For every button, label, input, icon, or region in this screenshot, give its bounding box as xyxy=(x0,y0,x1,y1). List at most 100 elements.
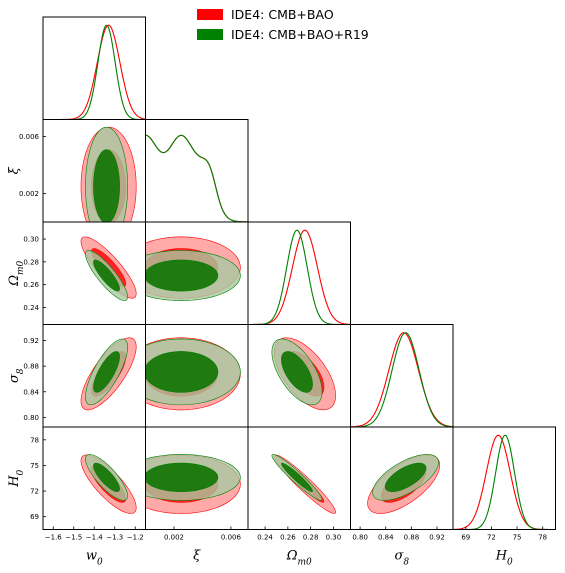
x-tick-label: 0.006 xyxy=(221,534,242,542)
panel-w0-xi: 0.002 0.006 ξ xyxy=(7,119,146,223)
panel-w0-Om: 0.24 0.26 0.28 0.30 Ωm0 xyxy=(7,221,146,325)
x-tick-label: −1.5 xyxy=(65,534,82,542)
y-tick-label: 0.28 xyxy=(23,258,39,266)
marginal-curve-ide4-cmb-bao xyxy=(453,434,556,530)
y-tick-label: 75 xyxy=(30,462,39,470)
y-axis-label-H0: H0 xyxy=(7,469,26,487)
y-tick-label: 72 xyxy=(30,488,39,496)
marginal-curve-ide4-cmb-bao xyxy=(350,332,453,427)
x-tick-label: −1.6 xyxy=(45,534,63,542)
panel-content xyxy=(453,434,556,530)
marginal-curve-ide4-cmb-bao xyxy=(145,134,248,222)
y-tick-label: 0.88 xyxy=(23,363,39,371)
panel-content xyxy=(271,454,336,514)
panel-s8-s8 xyxy=(350,324,454,428)
contour-68-ide4-cmb-bao-r19 xyxy=(93,462,120,492)
contour-68-ide4-cmb-bao-r19 xyxy=(145,259,219,292)
panel-content xyxy=(145,337,241,411)
marginal-curve-ide4-cmb-bao-r19 xyxy=(350,332,453,427)
panel-xi-Om xyxy=(145,221,249,325)
marginal-curve-ide4-cmb-bao xyxy=(43,24,146,120)
x-tick-label: 0.88 xyxy=(404,534,420,542)
x-tick-label: 0.24 xyxy=(257,534,273,542)
contour-68-ide4-cmb-bao-r19 xyxy=(281,351,313,393)
marginal-curve-ide4-cmb-bao-r19 xyxy=(43,24,146,120)
panel-content xyxy=(145,454,241,514)
x-axis-label-H0: H0 xyxy=(495,549,513,568)
x-tick-label: 0.30 xyxy=(326,534,342,542)
contour-68-ide4-cmb-bao-r19 xyxy=(384,462,427,492)
panel-Om-Om xyxy=(247,221,351,325)
panel-content xyxy=(367,454,441,514)
legend-swatch-cmb-bao-r19 xyxy=(197,29,223,40)
legend-label-cmb-bao: IDE4: CMB+BAO xyxy=(231,7,334,22)
panel-content xyxy=(80,454,137,514)
x-tick-label: 0.80 xyxy=(352,534,368,542)
y-axis-label-s8: σ8 xyxy=(7,368,26,383)
panel-content xyxy=(145,134,248,222)
y-tick-label: 0.002 xyxy=(19,190,39,198)
contour-68-ide4-cmb-bao-r19 xyxy=(145,351,219,393)
panel-xi-s8 xyxy=(145,324,249,428)
y-tick-label: 0.006 xyxy=(19,133,40,141)
panel-content xyxy=(350,332,453,427)
y-tick-label: 0.30 xyxy=(23,236,39,244)
contour-68-ide4-cmb-bao-r19 xyxy=(93,259,120,292)
y-tick-label: 0.84 xyxy=(23,388,39,396)
y-tick-label: 0.80 xyxy=(23,414,39,422)
x-axis-label-xi: ξ xyxy=(193,549,201,564)
y-tick-label: 0.92 xyxy=(23,337,39,345)
x-tick-label: −1.4 xyxy=(86,534,104,542)
panel-content xyxy=(80,126,137,222)
x-tick-label: 0.28 xyxy=(303,534,319,542)
panel-frame xyxy=(350,324,454,428)
panel-H0-H0: 69 72 75 78 H0 xyxy=(452,426,556,568)
marginal-curve-ide4-cmb-bao-r19 xyxy=(145,134,248,222)
panel-content xyxy=(43,24,146,120)
x-tick-label: 72 xyxy=(487,534,496,542)
panel-Om-H0: 0.24 0.26 0.28 0.30 Ωm0 xyxy=(247,426,351,568)
panel-s8-H0: 0.80 0.84 0.88 0.92 σ8 xyxy=(350,426,454,568)
panel-frame xyxy=(247,221,351,325)
panel-content xyxy=(80,337,137,411)
contour-68-ide4-cmb-bao-r19 xyxy=(145,462,219,492)
legend-label-cmb-bao-r19: IDE4: CMB+BAO+R19 xyxy=(231,27,369,42)
legend: IDE4: CMB+BAO IDE4: CMB+BAO+R19 xyxy=(197,7,369,42)
panels-group: 0.0020.006ξ0.240.260.280.30Ωm00.800.840.… xyxy=(7,16,556,568)
x-tick-label: 78 xyxy=(538,534,547,542)
panel-frame xyxy=(145,119,249,223)
marginal-curve-ide4-cmb-bao-r19 xyxy=(248,229,351,325)
panel-content xyxy=(271,337,336,411)
y-tick-label: 0.24 xyxy=(23,304,39,312)
x-tick-label: 69 xyxy=(461,534,470,542)
x-axis-label-w0: w0 xyxy=(86,549,103,568)
contour-68-ide4-cmb-bao-r19 xyxy=(93,149,120,222)
panel-content xyxy=(80,236,137,301)
x-tick-label: −1.3 xyxy=(106,534,123,542)
y-axis-label-Om: Ωm0 xyxy=(7,260,26,286)
x-axis-label-Om: Ωm0 xyxy=(286,549,312,568)
panel-content xyxy=(145,236,241,301)
legend-swatch-cmb-bao xyxy=(197,9,223,20)
panel-frame xyxy=(452,426,556,530)
x-tick-label: 0.92 xyxy=(429,534,445,542)
panel-w0-w0 xyxy=(42,16,146,120)
contour-68-ide4-cmb-bao-r19 xyxy=(93,351,120,393)
y-axis-label-xi: ξ xyxy=(7,166,22,174)
panel-Om-s8 xyxy=(247,324,351,428)
y-tick-label: 78 xyxy=(30,436,39,444)
x-tick-label: 0.002 xyxy=(164,534,184,542)
marginal-curve-ide4-cmb-bao xyxy=(248,229,351,325)
x-tick-label: 75 xyxy=(513,534,522,542)
panel-xi-H0: 0.002 0.006 ξ xyxy=(145,426,249,564)
panel-content xyxy=(248,229,351,325)
y-tick-label: 0.26 xyxy=(23,281,39,289)
x-tick-label: 0.84 xyxy=(378,534,394,542)
panel-w0-s8: 0.80 0.84 0.88 0.92 σ8 xyxy=(7,324,146,428)
y-tick-label: 69 xyxy=(30,513,39,521)
panel-xi-xi xyxy=(145,119,249,223)
x-tick-label: −1.2 xyxy=(127,534,144,542)
x-tick-label: 0.26 xyxy=(280,534,296,542)
x-axis-label-s8: σ8 xyxy=(394,549,409,568)
